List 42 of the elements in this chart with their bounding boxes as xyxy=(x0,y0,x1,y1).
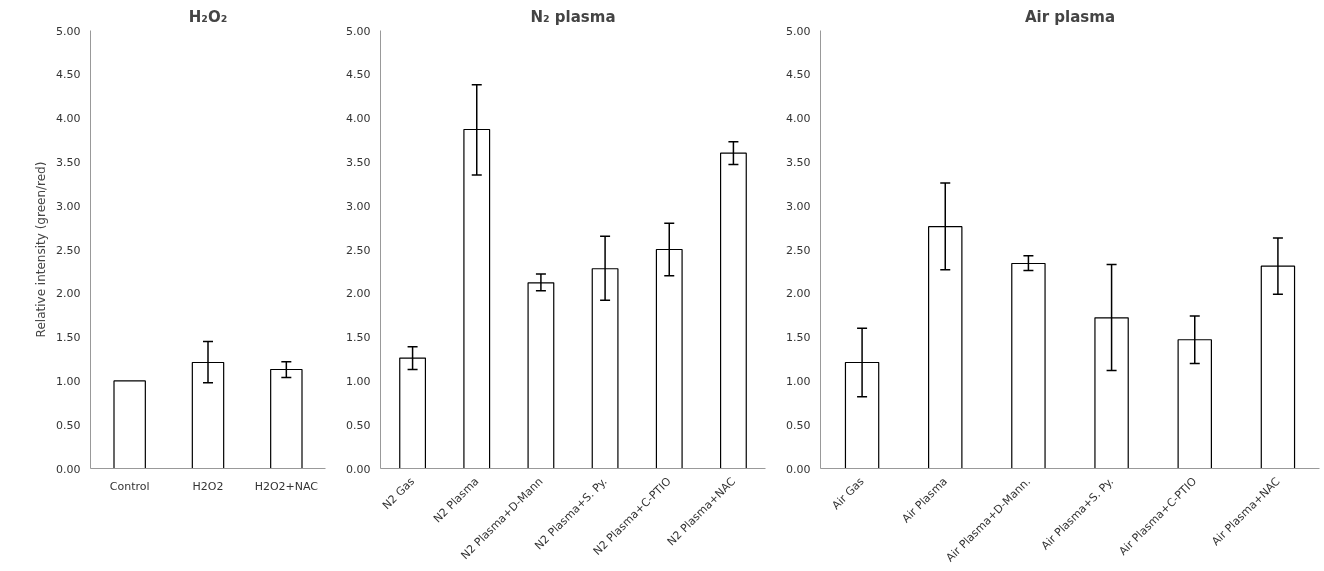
y-axis-title: Relative intensity (green/red) xyxy=(34,161,49,338)
y-tick-label: 1.50 xyxy=(786,331,811,345)
y-tick-label: 4.50 xyxy=(56,68,81,82)
x-tick-label: N2 Gas xyxy=(379,474,418,513)
y-tick-label: 4.00 xyxy=(346,112,371,126)
x-tick-label: H2O2 xyxy=(192,479,224,493)
y-tick-label: 3.50 xyxy=(56,155,81,169)
y-tick-label: 1.00 xyxy=(346,374,371,388)
y-tick-label: 0.00 xyxy=(346,462,371,476)
chart-title: H₂O₂ xyxy=(188,7,228,26)
y-tick-label: 4.50 xyxy=(346,68,371,82)
y-tick-label: 2.00 xyxy=(786,287,811,301)
y-tick-label: 0.50 xyxy=(56,418,81,432)
y-tick-label: 2.50 xyxy=(56,243,81,257)
y-tick-label: 5.00 xyxy=(346,24,371,38)
y-tick-label: 2.00 xyxy=(346,287,371,301)
y-tick-label: 3.00 xyxy=(56,199,81,213)
y-tick-label: 5.00 xyxy=(786,24,811,38)
y-tick-label: 1.50 xyxy=(56,331,81,345)
y-tick-label: 2.00 xyxy=(56,287,81,301)
y-tick-label: 1.50 xyxy=(346,331,371,345)
y-tick-label: 3.50 xyxy=(786,155,811,169)
y-tick-label: 3.00 xyxy=(346,199,371,213)
x-tick-label: H2O2+NAC xyxy=(254,479,319,493)
y-tick-label: 4.00 xyxy=(56,112,81,126)
y-tick-label: 1.00 xyxy=(786,374,811,388)
x-tick-label: Air Gas xyxy=(829,474,867,513)
y-tick-label: 2.50 xyxy=(786,243,811,257)
chart-title: N₂ plasma xyxy=(530,7,616,26)
y-tick-label: 4.50 xyxy=(786,68,811,82)
y-tick-label: 5.00 xyxy=(56,24,81,38)
chart-title: Air plasma xyxy=(1024,7,1116,26)
x-tick-label: Control xyxy=(109,479,150,493)
y-tick-label: 0.50 xyxy=(346,418,371,432)
y-tick-label: 3.50 xyxy=(346,155,371,169)
y-tick-label: 4.00 xyxy=(786,112,811,126)
y-tick-label: 1.00 xyxy=(56,374,81,388)
y-tick-label: 0.00 xyxy=(56,462,81,476)
y-tick-label: 0.50 xyxy=(786,418,811,432)
y-tick-label: 2.50 xyxy=(346,243,371,257)
y-tick-label: 3.00 xyxy=(786,199,811,213)
y-tick-label: 0.00 xyxy=(786,462,811,476)
